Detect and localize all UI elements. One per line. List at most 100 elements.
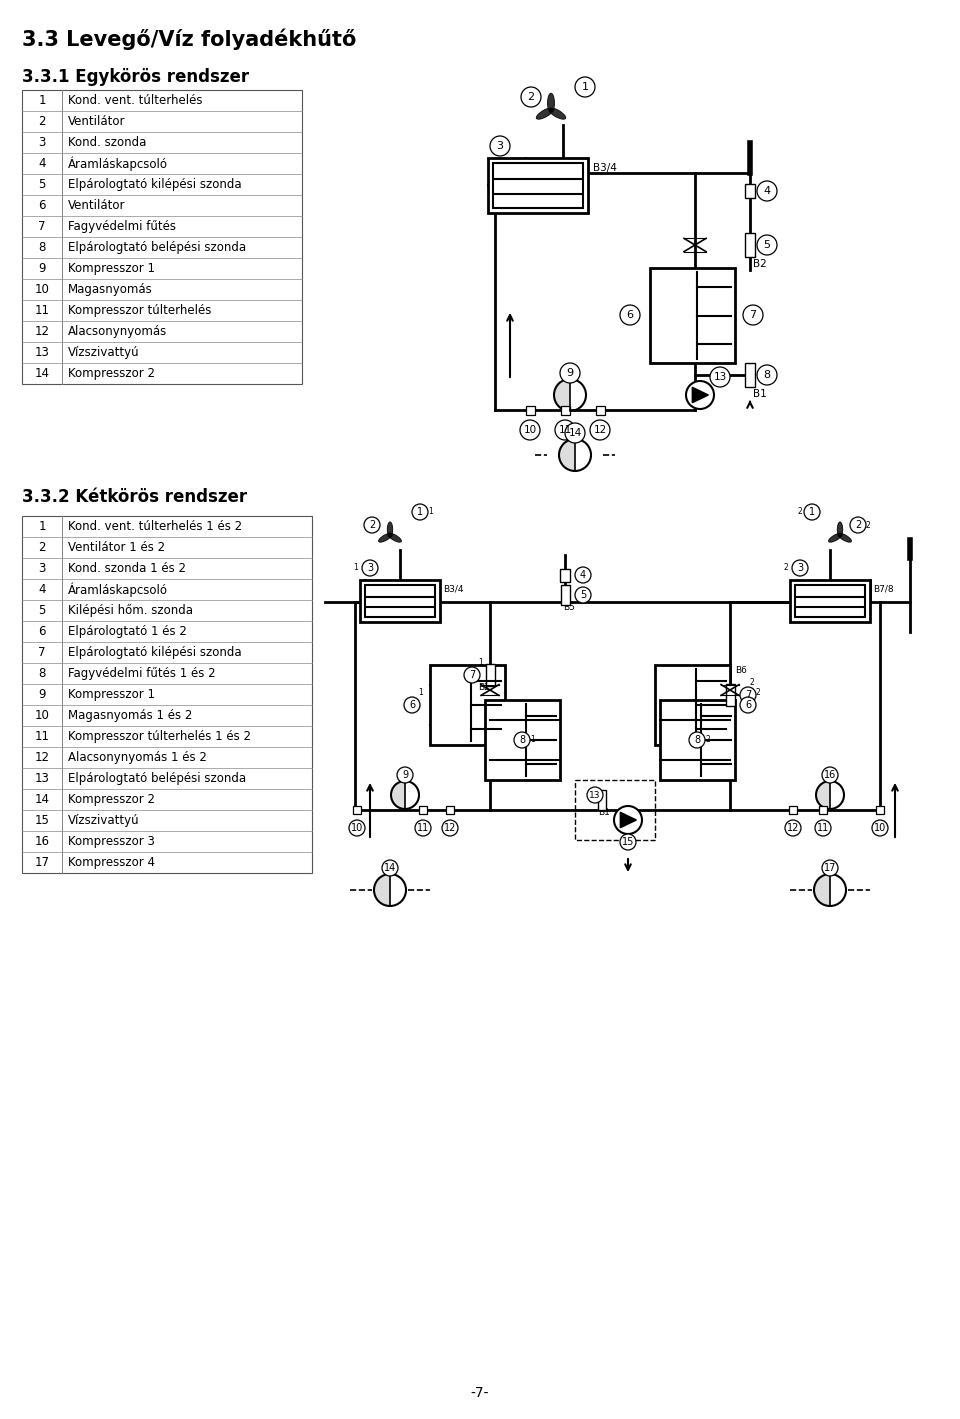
Text: 3.3 Levegő/Víz folyadékhűtő: 3.3 Levegő/Víz folyadékhűtő: [22, 28, 356, 50]
Text: 13: 13: [713, 372, 727, 382]
Wedge shape: [814, 874, 830, 905]
Circle shape: [388, 532, 393, 538]
Circle shape: [792, 561, 808, 576]
Bar: [790, 580, 870, 622]
Text: 2: 2: [750, 678, 755, 687]
Circle shape: [575, 77, 595, 96]
Text: Kompresszor túlterhelés 1 és 2: Kompresszor túlterhelés 1 és 2: [68, 729, 251, 744]
Bar: [353, 806, 361, 815]
Bar: [493, 163, 583, 209]
Text: B3/4: B3/4: [443, 585, 464, 595]
Text: Elpárologtató kilépési szonda: Elpárologtató kilépési szonda: [68, 646, 242, 658]
Text: 8: 8: [694, 735, 700, 745]
Circle shape: [382, 860, 398, 876]
Text: B1: B1: [753, 389, 767, 399]
Circle shape: [412, 504, 428, 519]
Text: B1: B1: [598, 807, 610, 817]
Circle shape: [349, 820, 365, 836]
Circle shape: [520, 420, 540, 440]
Text: 2: 2: [38, 115, 46, 128]
Ellipse shape: [547, 94, 555, 114]
Text: 4: 4: [38, 158, 46, 170]
Circle shape: [590, 420, 610, 440]
Text: Vízszivattyú: Vízszivattyú: [68, 346, 139, 359]
Text: Kompresszor 4: Kompresszor 4: [68, 856, 155, 868]
Bar: [745, 184, 755, 199]
Text: 2: 2: [705, 735, 709, 745]
Text: Alacsonynyomás 1 és 2: Alacsonynyomás 1 és 2: [68, 751, 206, 763]
Circle shape: [822, 860, 838, 876]
Circle shape: [548, 108, 554, 112]
Text: 2: 2: [38, 541, 46, 553]
Text: 8: 8: [38, 667, 46, 680]
Text: Kond. vent. túlterhelés: Kond. vent. túlterhelés: [68, 94, 203, 106]
Text: 3: 3: [496, 140, 503, 150]
Text: Magasnyomás: Magasnyomás: [68, 282, 153, 297]
Text: 9: 9: [566, 368, 573, 377]
Text: 7: 7: [468, 670, 475, 680]
Bar: [446, 806, 454, 815]
Circle shape: [689, 732, 705, 748]
Bar: [650, 268, 735, 363]
Bar: [819, 806, 827, 815]
Text: 16: 16: [35, 834, 50, 849]
Text: -7-: -7-: [470, 1386, 490, 1401]
Circle shape: [710, 368, 730, 387]
Ellipse shape: [378, 534, 393, 542]
Text: 4: 4: [763, 186, 771, 196]
Wedge shape: [391, 780, 405, 809]
Text: 2: 2: [369, 519, 375, 531]
Circle shape: [575, 587, 591, 603]
Text: 1: 1: [478, 658, 483, 667]
Text: 6: 6: [38, 624, 46, 639]
Text: Áramláskapcsoló: Áramláskapcsoló: [68, 156, 168, 170]
Text: 1: 1: [38, 519, 46, 534]
Bar: [595, 406, 605, 414]
Text: 1: 1: [353, 563, 358, 572]
Text: Kond. vent. túlterhelés 1 és 2: Kond. vent. túlterhelés 1 és 2: [68, 519, 242, 534]
Text: 1: 1: [582, 82, 588, 92]
Text: Kond. szonda: Kond. szonda: [68, 136, 146, 149]
Text: B2: B2: [478, 683, 490, 692]
Text: 8: 8: [38, 241, 46, 254]
Text: 7: 7: [38, 220, 46, 233]
Bar: [365, 585, 435, 617]
Circle shape: [362, 561, 378, 576]
Text: 14: 14: [35, 368, 50, 380]
Circle shape: [587, 788, 603, 803]
Text: 4: 4: [580, 570, 586, 580]
Bar: [745, 233, 755, 257]
Text: 14: 14: [35, 793, 50, 806]
Text: Vízszivattyú: Vízszivattyú: [68, 815, 139, 827]
Circle shape: [464, 667, 480, 683]
Text: 12: 12: [787, 823, 799, 833]
Text: Ventilátor 1 és 2: Ventilátor 1 és 2: [68, 541, 165, 553]
Text: 3: 3: [38, 562, 46, 575]
Circle shape: [872, 820, 888, 836]
Text: 14: 14: [568, 429, 582, 438]
Text: Elpárologtató belépési szonda: Elpárologtató belépési szonda: [68, 241, 246, 254]
Circle shape: [804, 504, 820, 519]
Circle shape: [822, 768, 838, 783]
Text: 2: 2: [854, 519, 861, 531]
Circle shape: [514, 732, 530, 748]
Text: 6: 6: [745, 700, 751, 710]
Text: B2: B2: [753, 260, 767, 270]
Text: Alacsonynyomás: Alacsonynyomás: [68, 325, 167, 338]
Text: Kompresszor 3: Kompresszor 3: [68, 834, 155, 849]
Wedge shape: [816, 780, 830, 809]
Bar: [525, 406, 535, 414]
Circle shape: [743, 305, 763, 325]
Circle shape: [565, 423, 585, 443]
Circle shape: [686, 380, 714, 409]
Bar: [561, 585, 569, 604]
Text: 6: 6: [38, 199, 46, 211]
Text: 3: 3: [797, 563, 804, 573]
Text: B3/4: B3/4: [593, 163, 617, 173]
Text: 11: 11: [35, 304, 50, 316]
Text: 15: 15: [35, 815, 49, 827]
Ellipse shape: [838, 534, 852, 542]
Circle shape: [620, 305, 640, 325]
Bar: [430, 666, 505, 745]
Bar: [360, 580, 440, 622]
